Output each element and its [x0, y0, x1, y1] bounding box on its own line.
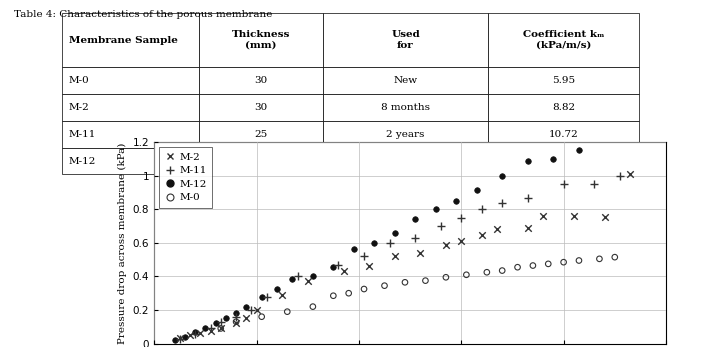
Point: [282, 309, 293, 314]
Point: [343, 290, 354, 296]
Point: [307, 304, 318, 310]
Point: [496, 200, 508, 205]
Point: [205, 328, 216, 334]
Point: [210, 321, 222, 326]
Point: [461, 272, 472, 278]
Point: [215, 319, 226, 324]
Point: [231, 321, 242, 326]
Point: [481, 270, 492, 275]
Point: [538, 213, 549, 219]
Point: [251, 307, 262, 313]
Point: [256, 314, 267, 320]
Point: [338, 269, 349, 274]
Point: [625, 171, 636, 177]
Point: [527, 263, 538, 268]
Point: [205, 325, 216, 331]
Point: [287, 276, 298, 282]
Point: [435, 223, 447, 229]
Point: [379, 283, 390, 288]
Point: [451, 198, 462, 204]
Point: [384, 240, 395, 246]
Point: [256, 295, 267, 300]
Point: [614, 173, 625, 179]
Point: [348, 246, 360, 252]
Point: [261, 294, 273, 299]
Point: [558, 181, 569, 187]
Legend: M-2, M-11, M-12, M-0: M-2, M-11, M-12, M-0: [159, 147, 212, 208]
Point: [195, 330, 206, 336]
Point: [307, 274, 318, 279]
Point: [302, 279, 313, 284]
Point: [246, 307, 257, 313]
Point: [174, 337, 185, 342]
Point: [200, 325, 211, 331]
Point: [409, 216, 421, 221]
Point: [547, 156, 559, 162]
Point: [327, 264, 339, 270]
Point: [189, 331, 200, 337]
Point: [333, 262, 344, 268]
Point: [573, 258, 585, 263]
Point: [496, 173, 508, 179]
Point: [174, 336, 185, 341]
Point: [364, 264, 375, 269]
Point: [599, 214, 610, 220]
Point: [220, 315, 231, 320]
Point: [215, 325, 226, 331]
Point: [456, 215, 467, 221]
Point: [292, 274, 303, 279]
Point: [569, 213, 580, 219]
Point: [358, 254, 369, 259]
Point: [440, 274, 451, 280]
Y-axis label: Pressure drop across membrane (kPa): Pressure drop across membrane (kPa): [118, 142, 127, 344]
Point: [327, 293, 339, 298]
Point: [389, 254, 400, 259]
Point: [589, 181, 600, 187]
Point: [420, 278, 431, 283]
Point: [491, 227, 503, 232]
Point: [440, 242, 451, 247]
Point: [558, 260, 569, 265]
Point: [231, 314, 242, 320]
Point: [543, 261, 554, 266]
Point: [369, 240, 380, 246]
Point: [594, 256, 605, 262]
Point: [240, 316, 252, 321]
Point: [512, 264, 523, 270]
Point: [184, 332, 196, 338]
Point: [409, 235, 421, 241]
Point: [522, 158, 533, 163]
Point: [169, 337, 180, 343]
Point: [522, 225, 533, 231]
Point: [389, 230, 400, 236]
Point: [456, 238, 467, 244]
Point: [240, 304, 252, 310]
Point: [276, 292, 287, 298]
Point: [231, 319, 242, 324]
Point: [471, 187, 482, 193]
Point: [400, 280, 411, 285]
Point: [179, 334, 191, 340]
Point: [476, 206, 487, 212]
Point: [573, 147, 585, 153]
Point: [476, 232, 487, 237]
Text: Table 4: Characteristics of the porous membrane: Table 4: Characteristics of the porous m…: [14, 10, 273, 19]
Point: [189, 329, 200, 335]
Point: [430, 206, 442, 211]
Point: [358, 286, 369, 292]
Point: [215, 325, 226, 331]
Point: [522, 195, 533, 201]
Point: [496, 268, 508, 273]
Point: [271, 286, 283, 292]
Point: [609, 254, 620, 260]
Point: [415, 250, 426, 256]
Point: [231, 310, 242, 315]
